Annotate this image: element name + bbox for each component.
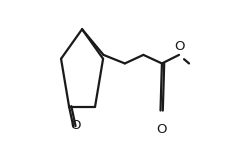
Text: O: O (175, 40, 185, 53)
Text: O: O (156, 123, 166, 136)
Text: O: O (71, 119, 81, 132)
